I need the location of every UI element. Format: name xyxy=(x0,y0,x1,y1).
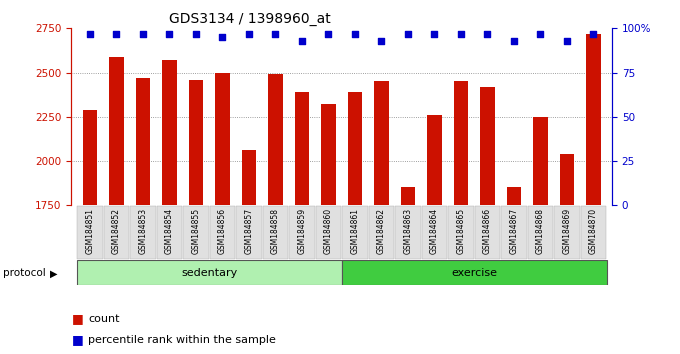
FancyBboxPatch shape xyxy=(475,206,500,259)
FancyBboxPatch shape xyxy=(131,206,156,259)
Point xyxy=(243,31,254,36)
Bar xyxy=(321,104,336,205)
Point xyxy=(323,31,334,36)
Point xyxy=(429,31,440,36)
FancyBboxPatch shape xyxy=(210,206,235,259)
FancyBboxPatch shape xyxy=(157,206,182,259)
Text: GSM184858: GSM184858 xyxy=(271,208,280,254)
Point xyxy=(562,38,573,44)
Bar xyxy=(83,110,97,205)
Point xyxy=(376,38,387,44)
Text: GSM184867: GSM184867 xyxy=(509,208,518,254)
Text: GSM184852: GSM184852 xyxy=(112,208,121,254)
Point xyxy=(403,31,413,36)
Bar xyxy=(136,78,150,205)
Point xyxy=(84,31,95,36)
Bar xyxy=(109,57,124,205)
Text: GSM184853: GSM184853 xyxy=(139,208,148,254)
Bar xyxy=(215,73,230,205)
Point xyxy=(296,38,307,44)
Text: percentile rank within the sample: percentile rank within the sample xyxy=(88,335,276,345)
Text: GSM184870: GSM184870 xyxy=(589,208,598,254)
Text: GSM184859: GSM184859 xyxy=(297,208,307,254)
Bar xyxy=(560,154,574,205)
Text: GSM184863: GSM184863 xyxy=(403,208,413,254)
Text: GSM184864: GSM184864 xyxy=(430,208,439,254)
Text: GSM184865: GSM184865 xyxy=(456,208,465,254)
Bar xyxy=(427,115,442,205)
Text: GSM184856: GSM184856 xyxy=(218,208,227,254)
Point xyxy=(270,31,281,36)
Bar xyxy=(454,81,469,205)
FancyBboxPatch shape xyxy=(528,206,553,259)
Point xyxy=(456,31,466,36)
FancyBboxPatch shape xyxy=(554,206,579,259)
Point xyxy=(190,31,201,36)
Text: GSM184857: GSM184857 xyxy=(244,208,254,254)
FancyBboxPatch shape xyxy=(184,206,209,259)
Bar xyxy=(586,34,600,205)
Bar xyxy=(401,187,415,205)
Text: GSM184868: GSM184868 xyxy=(536,208,545,254)
FancyBboxPatch shape xyxy=(237,206,262,259)
Text: protocol: protocol xyxy=(3,268,46,278)
Bar xyxy=(162,60,177,205)
FancyBboxPatch shape xyxy=(316,206,341,259)
Text: GSM184869: GSM184869 xyxy=(562,208,571,254)
Point xyxy=(350,31,360,36)
FancyBboxPatch shape xyxy=(342,206,367,259)
FancyBboxPatch shape xyxy=(501,206,526,259)
Bar xyxy=(342,260,607,285)
Bar xyxy=(77,260,342,285)
Point xyxy=(509,38,520,44)
Point xyxy=(217,34,228,40)
FancyBboxPatch shape xyxy=(78,206,103,259)
Point xyxy=(588,31,599,36)
Text: GSM184866: GSM184866 xyxy=(483,208,492,254)
Text: GSM184862: GSM184862 xyxy=(377,208,386,254)
FancyBboxPatch shape xyxy=(448,206,473,259)
FancyBboxPatch shape xyxy=(290,206,315,259)
Point xyxy=(164,31,175,36)
Bar xyxy=(241,150,256,205)
Text: exercise: exercise xyxy=(452,268,497,278)
FancyBboxPatch shape xyxy=(422,206,447,259)
Bar xyxy=(268,74,283,205)
Bar xyxy=(347,92,362,205)
Text: ■: ■ xyxy=(71,333,83,346)
FancyBboxPatch shape xyxy=(263,206,288,259)
Text: GSM184851: GSM184851 xyxy=(86,208,95,254)
FancyBboxPatch shape xyxy=(369,206,394,259)
Bar xyxy=(188,80,203,205)
Text: ■: ■ xyxy=(71,312,83,325)
Point xyxy=(535,31,546,36)
Text: GSM184860: GSM184860 xyxy=(324,208,333,254)
Text: GDS3134 / 1398960_at: GDS3134 / 1398960_at xyxy=(169,12,330,26)
Text: GSM184855: GSM184855 xyxy=(192,208,201,254)
Bar xyxy=(374,81,389,205)
FancyBboxPatch shape xyxy=(581,206,606,259)
Text: GSM184861: GSM184861 xyxy=(350,208,360,254)
Text: count: count xyxy=(88,314,120,324)
Bar xyxy=(480,87,495,205)
Point xyxy=(137,31,148,36)
Point xyxy=(111,31,122,36)
FancyBboxPatch shape xyxy=(395,206,420,259)
Bar xyxy=(533,117,547,205)
Text: ▶: ▶ xyxy=(50,268,57,278)
Point xyxy=(482,31,493,36)
Text: GSM184854: GSM184854 xyxy=(165,208,174,254)
Bar xyxy=(294,92,309,205)
FancyBboxPatch shape xyxy=(104,206,129,259)
Bar xyxy=(507,187,522,205)
Text: sedentary: sedentary xyxy=(181,268,237,278)
